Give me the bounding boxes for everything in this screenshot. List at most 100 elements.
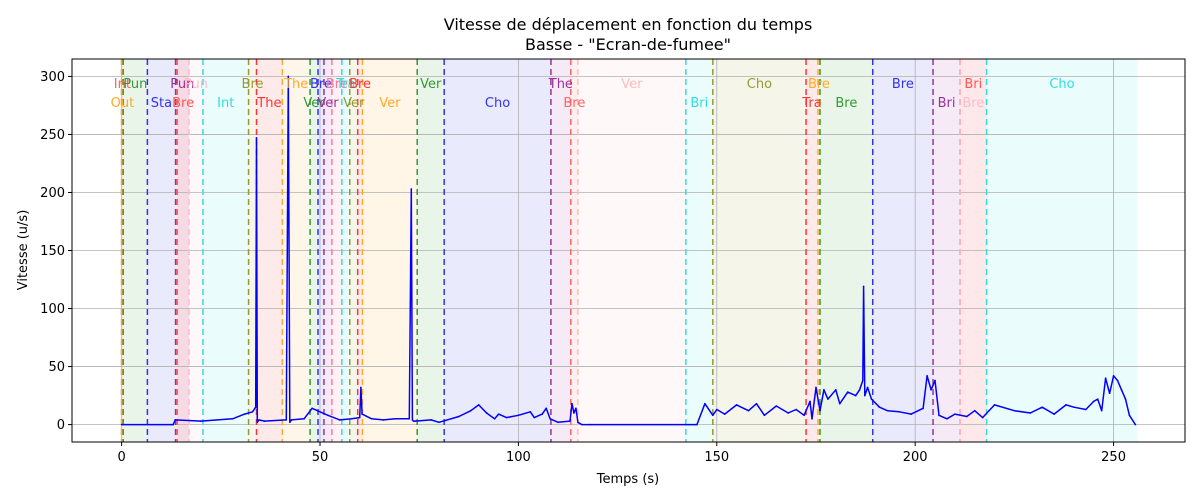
data-point [263, 420, 266, 422]
section-label-23: Ver [621, 77, 643, 92]
section-label-15: Tra [335, 77, 355, 92]
data-point [803, 414, 805, 417]
section-label-1: Pun [123, 77, 147, 92]
section-label-21: The [548, 77, 573, 92]
data-point [878, 406, 881, 408]
data-point [581, 423, 583, 426]
y-tick-label: 150 [40, 244, 65, 259]
series-line-0 [121, 75, 1137, 426]
section-label-24: Bri [690, 96, 708, 111]
section-label-33: Cho [1049, 77, 1074, 92]
data-point [838, 402, 841, 405]
data-point [361, 413, 363, 415]
data-point [172, 423, 174, 426]
data-point [854, 394, 857, 397]
section-label-31: Bri [964, 77, 982, 92]
data-point [339, 419, 341, 421]
data-point [1041, 406, 1043, 408]
x-tick-label: 150 [704, 450, 729, 465]
section-label-28: Bre [835, 96, 857, 111]
data-point [545, 407, 547, 410]
section-label-32: Bre [962, 96, 984, 111]
data-point [549, 417, 551, 420]
data-point [1029, 412, 1032, 414]
x-tick-label: 50 [312, 450, 329, 465]
data-point [120, 423, 123, 426]
data-point [411, 419, 414, 421]
data-point [954, 413, 956, 415]
data-point [1085, 408, 1087, 411]
section-label-18: Ver [379, 96, 401, 111]
data-point [589, 423, 591, 426]
data-point [1128, 414, 1131, 417]
data-point [289, 421, 291, 424]
data-point [485, 412, 488, 414]
data-point [747, 409, 750, 412]
data-point [981, 416, 984, 419]
section-label-29: Bre [892, 77, 914, 92]
data-point [458, 415, 460, 418]
data-point [684, 423, 686, 426]
data-point [258, 419, 260, 421]
section-label-25: Cho [747, 77, 772, 92]
data-point [358, 416, 361, 419]
section-label-20: Cho [485, 96, 510, 111]
section-label-3: Sta [151, 96, 172, 111]
data-point [735, 404, 738, 406]
data-point [414, 420, 417, 422]
data-point [863, 394, 866, 397]
data-point [1134, 423, 1137, 426]
data-point [256, 421, 259, 424]
data-point [533, 416, 536, 419]
data-point [174, 419, 176, 421]
section-label-17: Bre [349, 77, 371, 92]
data-point [1073, 406, 1075, 408]
data-point [255, 137, 258, 139]
data-point [493, 417, 496, 420]
data-point [577, 421, 579, 424]
data-point [569, 420, 571, 422]
data-point [811, 417, 813, 420]
section-label-11: Ver [303, 96, 325, 111]
data-point [430, 419, 432, 421]
section-label-7: Int [217, 96, 234, 111]
x-axis-label: Temps (s) [596, 472, 659, 487]
data-point [763, 414, 766, 417]
section-label-10: The [283, 77, 308, 92]
data-point [1124, 398, 1127, 400]
data-point [862, 285, 865, 288]
data-point [846, 391, 849, 393]
data-point [575, 407, 577, 410]
y-tick-label: 300 [40, 70, 65, 85]
section-label-26: Tra [801, 96, 821, 111]
data-point [1096, 398, 1099, 400]
data-point [1092, 400, 1095, 403]
data-point [819, 409, 821, 412]
data-point [715, 408, 718, 411]
data-point [938, 414, 940, 417]
y-tick-label: 0 [57, 418, 65, 433]
data-point [438, 421, 440, 424]
data-point [517, 414, 520, 417]
data-point [287, 75, 290, 78]
data-point [231, 417, 234, 420]
section-label-8: Bre [242, 77, 264, 92]
section-label-13: Ver [317, 96, 339, 111]
data-point [809, 400, 811, 403]
y-axis-label: Vitesse (u/s) [16, 210, 31, 291]
x-tick-label: 250 [1101, 450, 1126, 465]
data-point [408, 417, 411, 420]
data-point [712, 414, 714, 417]
section-label-22: Bre [563, 96, 585, 111]
section-label-19: Ver [420, 77, 442, 92]
data-point [973, 409, 976, 412]
data-point [469, 409, 472, 412]
data-point [350, 417, 353, 420]
data-point [382, 419, 385, 421]
data-point [1108, 392, 1111, 395]
data-point [993, 404, 996, 406]
chart-subtitle: Basse - "Ecran-de-fumee" [525, 35, 731, 54]
data-point [827, 398, 829, 400]
